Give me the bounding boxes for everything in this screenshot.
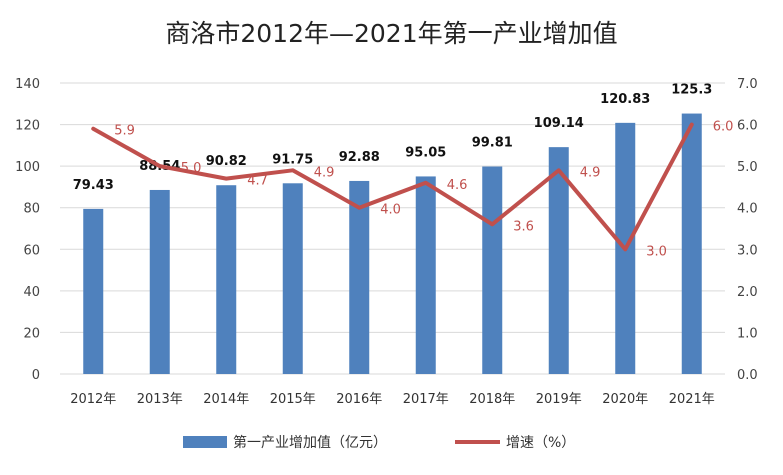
y-left-tick-label: 80 [23, 202, 40, 217]
line-data-label: 3.0 [646, 244, 667, 259]
bar [548, 147, 569, 374]
line-point [158, 164, 162, 168]
bar-data-label: 99.81 [472, 136, 513, 151]
bar-data-label: 95.05 [405, 145, 446, 160]
line-data-label: 6.0 [713, 120, 734, 135]
legend-swatch-bar [183, 436, 227, 448]
y-right-tick-label: 4.0 [737, 202, 758, 217]
line-point [623, 247, 627, 251]
x-tick-label: 2014年 [203, 392, 249, 407]
y-right-tick-label: 6.0 [737, 119, 758, 134]
line-data-label: 4.0 [380, 203, 401, 218]
line-data-label: 4.7 [247, 174, 268, 189]
y-left-tick-label: 0 [32, 368, 40, 383]
bar-data-label: 125.3 [671, 83, 712, 98]
line-data-label: 4.6 [447, 178, 468, 193]
line-point [424, 181, 428, 185]
bar [83, 208, 104, 374]
x-tick-label: 2015年 [270, 392, 316, 407]
x-tick-label: 2017年 [403, 392, 449, 407]
y-right-tick-label: 0.0 [737, 368, 758, 383]
y-right-tick-label: 3.0 [737, 243, 758, 258]
line-data-label: 4.9 [314, 165, 335, 180]
x-tick-label: 2018年 [469, 392, 515, 407]
line-point [357, 206, 361, 210]
x-tick-label: 2016年 [336, 392, 382, 407]
bar [415, 176, 436, 374]
y-right-tick-label: 5.0 [737, 160, 758, 175]
line-point [490, 222, 494, 226]
bar [216, 185, 237, 374]
line-point [291, 168, 295, 172]
y-left-tick-label: 120 [15, 119, 40, 134]
line-data-label: 4.9 [580, 165, 601, 180]
bar [349, 180, 370, 374]
bar-series [83, 113, 702, 375]
legend: 第一产业增加值（亿元） 增速（%） [183, 434, 575, 451]
line-point [690, 123, 694, 127]
bar [681, 113, 702, 375]
line-data-label: 3.6 [513, 219, 534, 234]
line-data-label: 5.0 [181, 161, 202, 176]
y-right-tick-label: 1.0 [737, 326, 758, 341]
bar-data-label: 79.43 [73, 178, 114, 193]
y-left-tick-label: 20 [23, 326, 40, 341]
bar [282, 183, 303, 374]
series-line [91, 122, 694, 252]
x-tick-label: 2012年 [70, 392, 116, 407]
bar [482, 166, 503, 374]
x-tick-label: 2020年 [602, 392, 648, 407]
x-axis: 2012年 2013年 2014年 2015年 2016年 2017年 2018年 2019年… [70, 392, 715, 407]
x-tick-label: 2013年 [137, 392, 183, 407]
y-axis-right: 0.0 1.0 2.0 3.0 4.0 5.0 6.0 7.0 [737, 77, 758, 383]
line-point [91, 127, 95, 131]
y-right-tick-label: 7.0 [737, 77, 758, 92]
y-left-tick-label: 100 [15, 160, 40, 175]
line-series [91, 122, 694, 252]
y-right-tick-label: 2.0 [737, 285, 758, 300]
bar-data-label: 91.75 [272, 152, 313, 167]
y-axis-left: 0 20 40 60 80 100 120 140 [15, 77, 40, 383]
line-point [224, 177, 228, 181]
legend-label-bar: 第一产业增加值（亿元） [233, 434, 387, 451]
x-tick-label: 2021年 [669, 392, 715, 407]
line-point [557, 168, 561, 172]
y-left-tick-label: 60 [23, 243, 40, 258]
bar [149, 189, 170, 374]
x-tick-label: 2019年 [536, 392, 582, 407]
bar-data-label: 90.82 [206, 154, 247, 169]
chart-title: 商洛市2012年—2021年第一产业增加值 [165, 19, 618, 48]
bar-data-label: 92.88 [339, 150, 380, 165]
line-data-labels: 5.9 5.0 4.7 4.9 4.0 4.6 3.6 4.9 3.0 6.0 [114, 120, 733, 260]
gridlines [60, 82, 725, 375]
y-left-tick-label: 40 [23, 285, 40, 300]
legend-label-line: 增速（%） [506, 435, 575, 451]
line-data-label: 5.9 [114, 124, 135, 139]
bar-data-label: 120.83 [600, 92, 650, 107]
y-left-tick-label: 140 [15, 77, 40, 92]
bar-data-label: 109.14 [534, 116, 584, 131]
